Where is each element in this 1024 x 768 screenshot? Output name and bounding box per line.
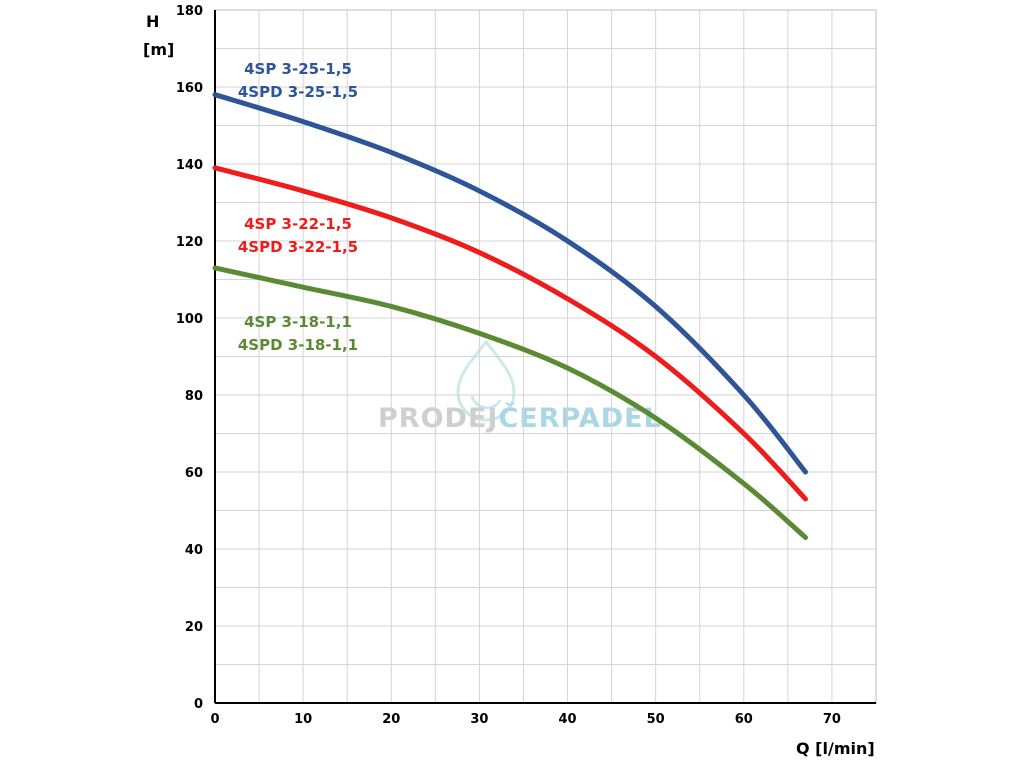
series-line	[212, 265, 808, 540]
series-line	[212, 165, 808, 502]
y-tick-label: 140	[176, 158, 203, 173]
y-tick-label: 60	[185, 466, 203, 481]
y-tick-label: 0	[194, 697, 203, 712]
series-lines	[212, 92, 808, 540]
y-tick-label: 180	[176, 4, 203, 19]
x-tick-label: 50	[647, 712, 665, 727]
axes	[214, 9, 877, 704]
x-axis-title: Q [l/min]	[796, 739, 875, 758]
tick-labels: 0 10 20 30 40 50 60 70 0 20 40 60 80 100 120 140 160 180	[176, 4, 841, 727]
y-tick-label: 20	[185, 620, 203, 635]
series-label: 4SPD 3-18-1,1	[238, 336, 358, 354]
series-label: 4SP 3-25-1,5	[244, 60, 352, 78]
y-tick-label: 40	[185, 543, 203, 558]
watermark-text: PRODEJČERPADEL	[378, 402, 662, 434]
series-label: 4SP 3-22-1,5	[244, 215, 352, 233]
x-tick-label: 10	[294, 712, 312, 727]
water-drop-icon	[456, 339, 516, 422]
series-line	[212, 92, 808, 475]
y-axis-title-line2: [m]	[143, 40, 174, 59]
y-tick-label: 100	[176, 312, 203, 327]
x-tick-label: 0	[210, 712, 219, 727]
x-tick-label: 40	[558, 712, 576, 727]
y-tick-label: 120	[176, 235, 203, 250]
series-label: 4SPD 3-25-1,5	[238, 83, 358, 101]
series-labels: 4SP 3-25-1,5 4SPD 3-25-1,5 4SP 3-22-1,5 4SP…	[238, 60, 358, 354]
x-tick-label: 30	[470, 712, 488, 727]
series-label: 4SPD 3-22-1,5	[238, 238, 358, 256]
series-label: 4SP 3-18-1,1	[244, 313, 352, 331]
y-axis-title-line1: H	[146, 12, 159, 31]
y-tick-label: 80	[185, 389, 203, 404]
x-tick-label: 60	[735, 712, 753, 727]
x-tick-label: 20	[382, 712, 400, 727]
y-tick-label: 160	[176, 81, 203, 96]
watermark: PRODEJČERPADEL	[378, 339, 662, 434]
x-tick-label: 70	[823, 712, 841, 727]
